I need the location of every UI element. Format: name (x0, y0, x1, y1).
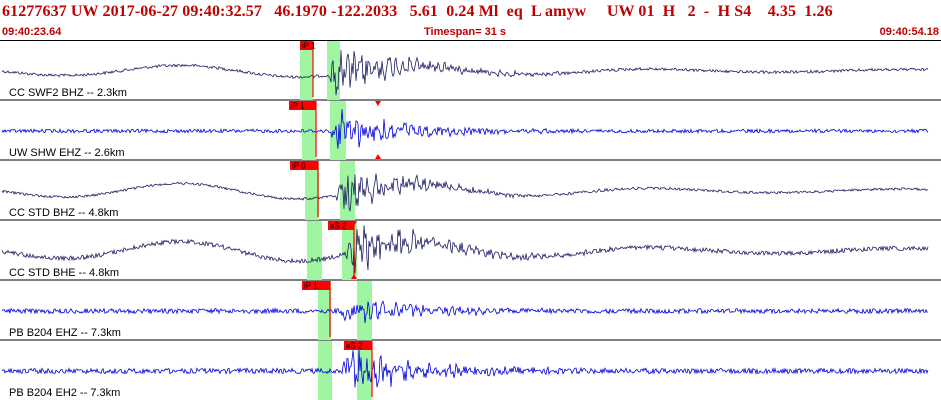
trace-label: CC SWF2 BHZ -- 2.3km (9, 87, 127, 99)
seismogram-panel[interactable]: iP 1 CC SWF2 BHZ -- 2.3km iP 1 UW SHW EHZ -… (0, 40, 941, 400)
pick-label: iP 1 (302, 42, 316, 51)
waveform (1, 173, 929, 212)
trace-row[interactable]: iP 1 PB B204 EHZ -- 7.3km (1, 281, 929, 340)
timespan-label: Timespan= 31 s (424, 26, 507, 38)
end-time: 09:40:54.18 (879, 26, 939, 38)
phase-window (318, 281, 331, 340)
event-title: 61277637 UW 2017-06-27 09:40:32.57 46.19… (2, 3, 833, 20)
pick-label: iP 0 (292, 162, 306, 171)
pick-label: iP 1 (291, 102, 305, 111)
waveform (1, 225, 929, 274)
trace-row[interactable]: iP 1 UW SHW EHZ -- 2.6km (1, 101, 929, 160)
s-marker-top (351, 221, 357, 226)
pick-flag (290, 161, 318, 170)
phase-window (330, 101, 346, 160)
trace-row[interactable]: iP 0 CC STD BHZ -- 4.8km (1, 161, 929, 220)
pick-flag (300, 41, 313, 50)
waveform (1, 300, 929, 324)
trace-label: CC STD BHE -- 4.8km (9, 267, 119, 279)
waveform (1, 348, 929, 388)
phase-window (307, 221, 322, 280)
pick-flag (289, 101, 316, 110)
phase-window (357, 341, 372, 400)
phase-window (300, 41, 313, 100)
pick-label: eS 2 (330, 222, 347, 231)
s-marker-bottom (375, 154, 381, 159)
trace-row[interactable]: eS 2 PB B204 EH2 -- 7.3km (1, 341, 929, 400)
waveform (1, 50, 929, 96)
pick-flag (302, 281, 330, 290)
pick-label: iP 1 (304, 282, 318, 291)
pick-flag (328, 221, 354, 230)
trace-label: PB B204 EHZ -- 7.3km (9, 327, 121, 339)
phase-window (305, 161, 319, 220)
trace-label: CC STD BHZ -- 4.8km (9, 207, 118, 219)
trace-row[interactable]: eS 2 CC STD BHE -- 4.8km (1, 221, 929, 280)
trace-label: PB B204 EH2 -- 7.3km (9, 387, 120, 399)
waveform (1, 109, 929, 149)
phase-window (357, 281, 372, 340)
header-bar: 61277637 UW 2017-06-27 09:40:32.57 46.19… (0, 0, 941, 40)
pick-label: eS 2 (346, 342, 363, 351)
s-marker-top (375, 101, 381, 106)
phase-window (318, 341, 332, 400)
s-marker-bottom (351, 274, 357, 279)
phase-window (302, 101, 316, 160)
pick-flag (344, 341, 372, 350)
trace-label: UW SHW EHZ -- 2.6km (9, 147, 125, 159)
start-time: 09:40:23.64 (2, 26, 62, 38)
trace-row[interactable]: iP 1 CC SWF2 BHZ -- 2.3km (1, 41, 929, 100)
